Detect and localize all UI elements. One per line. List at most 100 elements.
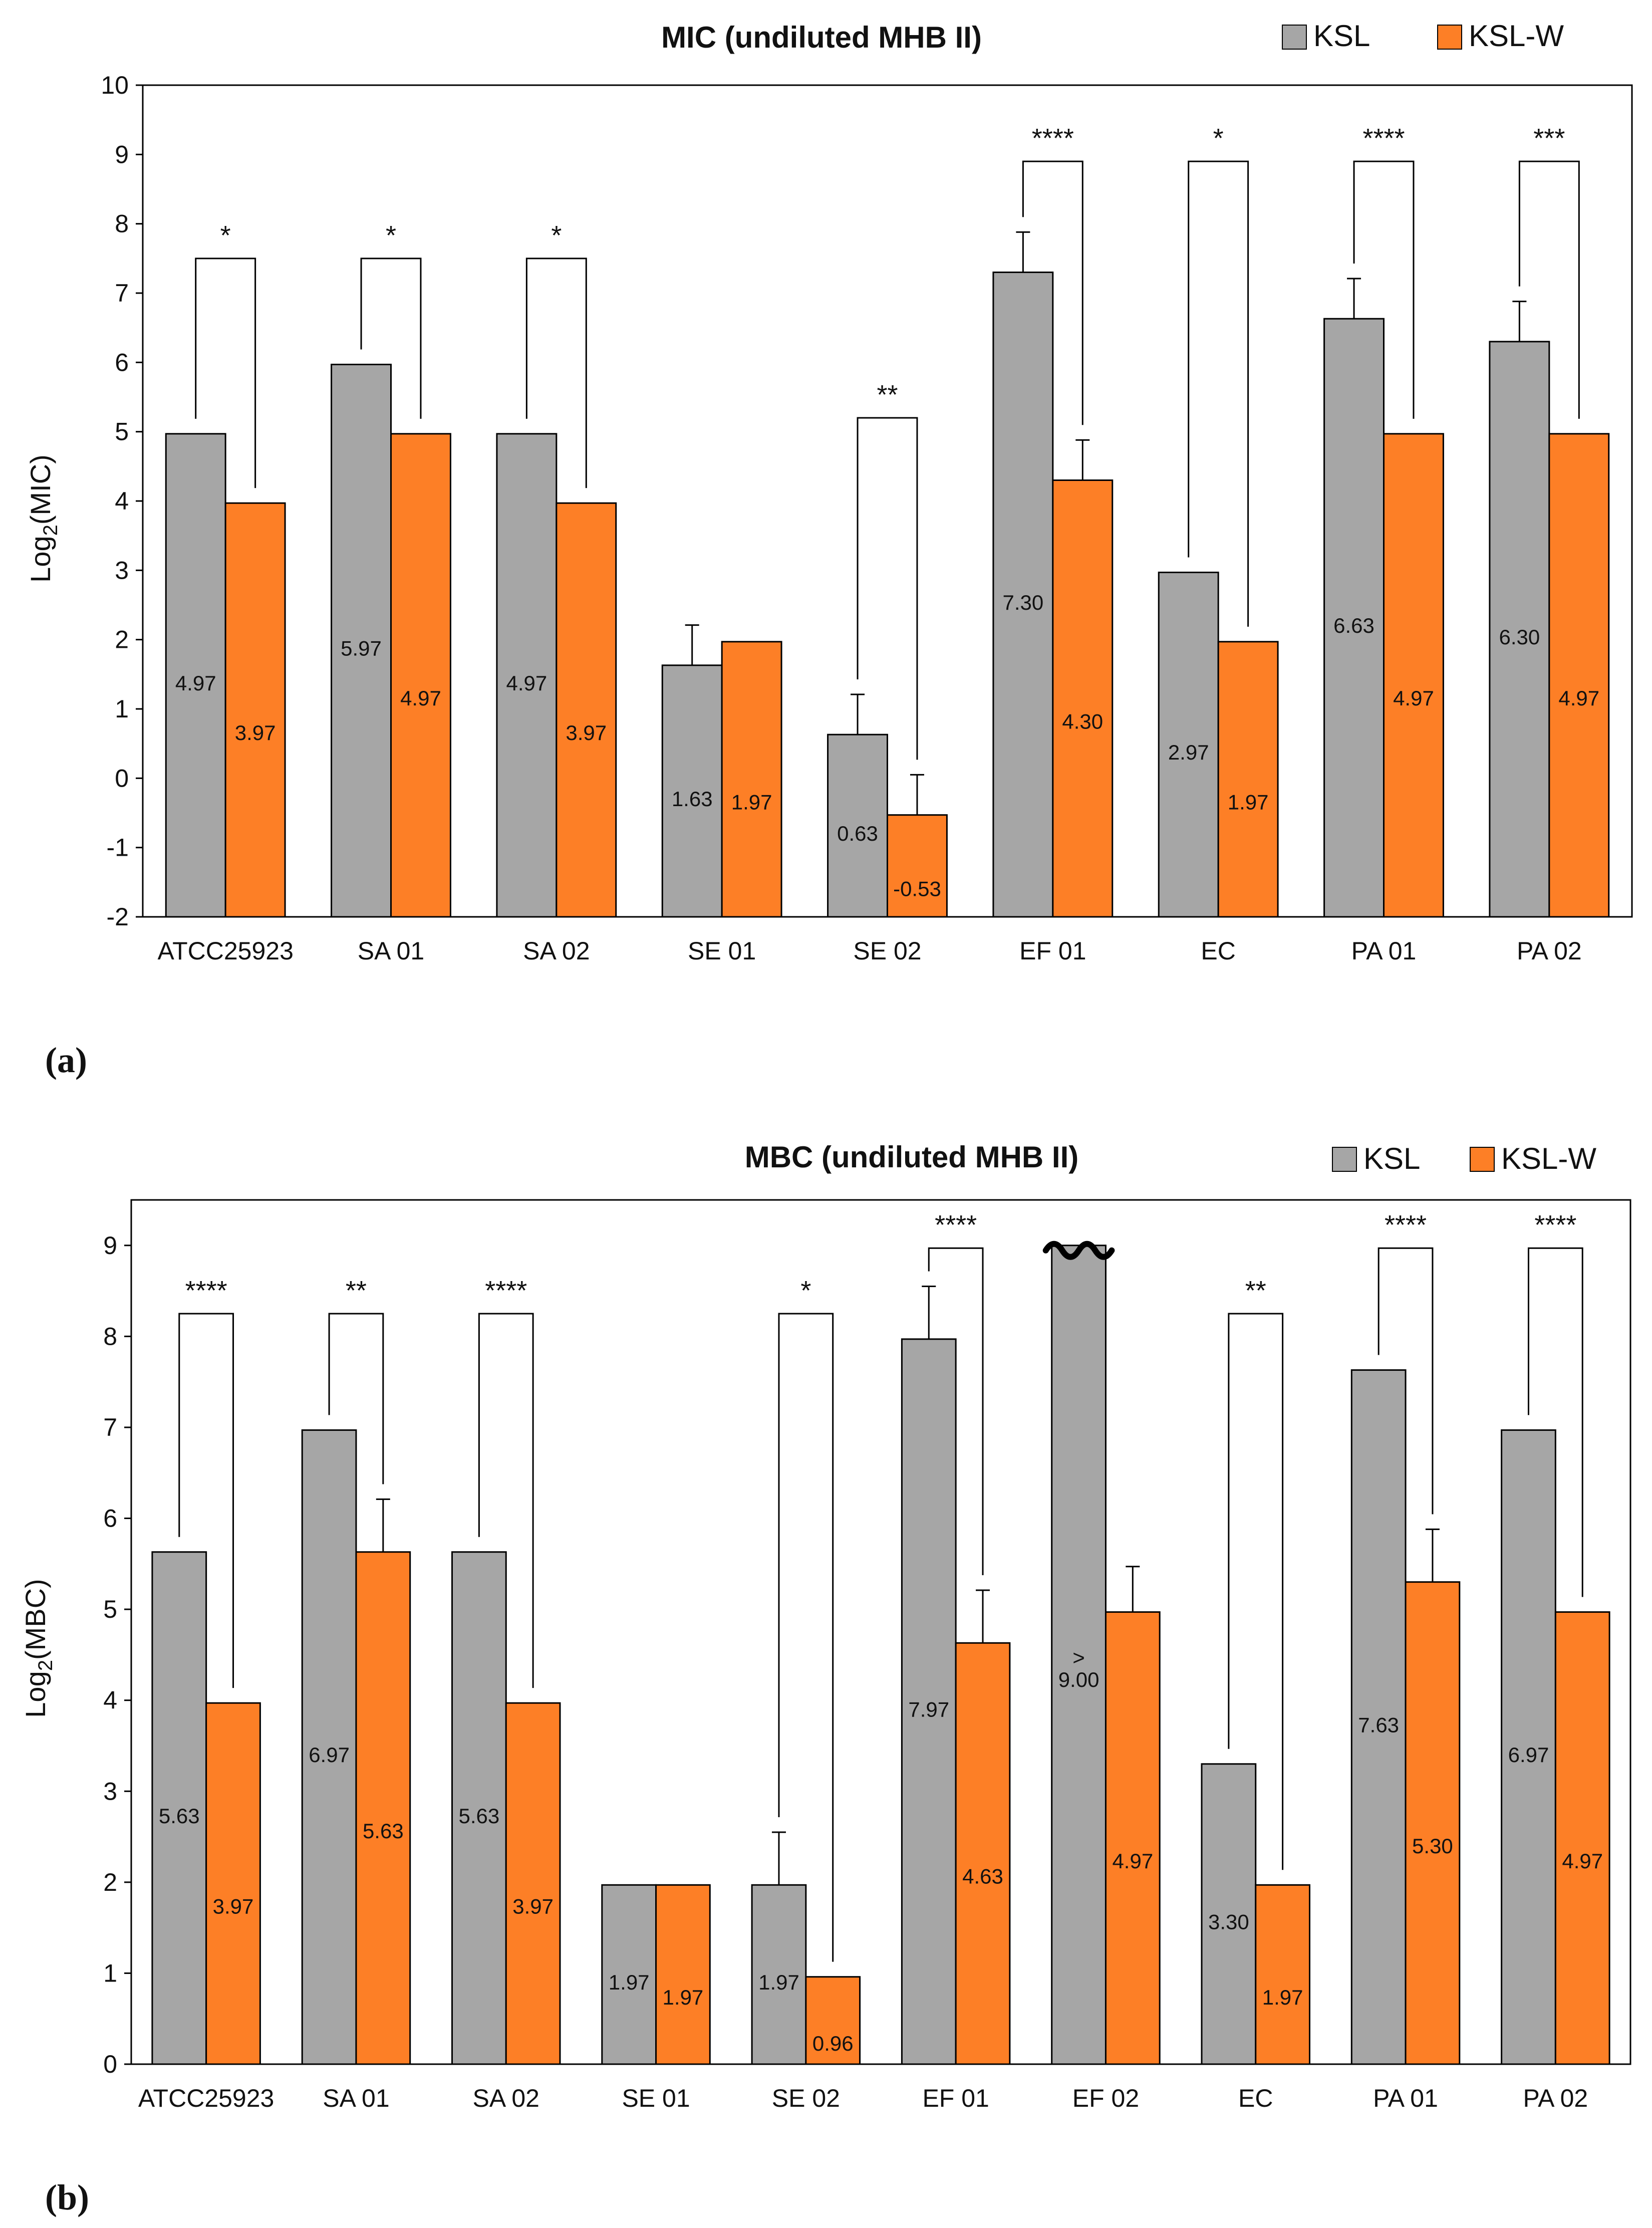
panel-b-legend-ksl-swatch xyxy=(1332,1147,1357,1172)
panel-a-bar-ksl xyxy=(496,433,558,918)
panel-a-bar-kslw xyxy=(721,641,782,918)
panel-b-bar-label: 5.63 xyxy=(459,1804,500,1828)
panel-b-ytick-label: 7 xyxy=(103,1413,117,1441)
panel-a-ytick-label: 6 xyxy=(115,348,129,376)
panel-a-legend-ksl: KSL xyxy=(1313,19,1370,53)
panel-a-bar-label: 6.30 xyxy=(1499,625,1540,649)
panel-a-bar-ksl xyxy=(165,433,226,918)
panel-b-bar-kslw xyxy=(1554,1611,1610,2065)
panel-b-category-label: SA 02 xyxy=(473,2084,539,2112)
panel-a-bar-label: 1.97 xyxy=(1228,790,1269,814)
panel-b-bar-kslw xyxy=(355,1551,411,2065)
panel-a-category-label: SE 02 xyxy=(853,937,921,965)
panel-b-bar-label: 1.97 xyxy=(1262,1986,1303,2009)
panel-b-significance-bracket xyxy=(1378,1247,1434,1515)
panel-a-bar-label: 7.30 xyxy=(1002,591,1043,614)
panel-b-significance-stars: **** xyxy=(185,1276,227,1306)
panel-b-category-label: SE 02 xyxy=(772,2084,840,2112)
panel-b-significance-bracket xyxy=(1527,1247,1583,1597)
panel-b-bar-kslw xyxy=(505,1702,561,2065)
panel-b-ytick-label: 6 xyxy=(103,1505,117,1533)
panel-a-ytick-label: -1 xyxy=(107,834,129,862)
panel-b-bar-label: 3.97 xyxy=(512,1895,554,1918)
panel-a-significance-stars: * xyxy=(386,220,396,251)
panel-b-bar-label: 5.30 xyxy=(1412,1834,1453,1858)
panel-b-plot-frame xyxy=(130,1199,1631,2065)
panel-b-bar-label: 1.97 xyxy=(663,1986,704,2009)
panel-b-category-label: PA 01 xyxy=(1373,2084,1438,2112)
panel-a-bar-ksl xyxy=(1158,571,1219,918)
panel-a-bar-label: 2.97 xyxy=(1168,740,1209,764)
panel-b-significance-stars: **** xyxy=(935,1210,977,1240)
panel-b-significance-stars: * xyxy=(800,1276,811,1306)
panel-a-bar-kslw xyxy=(1383,433,1444,918)
panel-b-bar-label: 6.97 xyxy=(1508,1743,1549,1767)
panel-b-significance-stars: **** xyxy=(1534,1210,1576,1240)
panel-a-bar-kslw xyxy=(887,814,948,918)
panel-a-bar-kslw xyxy=(1052,479,1114,918)
panel-a-significance-stars: ** xyxy=(877,380,898,410)
panel-a-category-label: SE 01 xyxy=(688,937,756,965)
panel-a-title: MIC (undiluted MHB II) xyxy=(661,21,982,54)
panel-a-ytick-label: 8 xyxy=(115,210,129,238)
panel-a-significance-bracket xyxy=(195,258,256,488)
panel-b-bar-kslw xyxy=(1405,1581,1461,2065)
panel-b-significance-stars: **** xyxy=(485,1276,527,1306)
panel-b-ytick-label: 9 xyxy=(103,1231,117,1260)
panel-a-ytick-label: 0 xyxy=(115,764,129,792)
panel-a-bar-label: 4.97 xyxy=(1393,686,1434,710)
panel-a-ytick-label: 2 xyxy=(115,626,129,654)
panel-b-ytick-label: 2 xyxy=(103,1868,117,1896)
panel-a-category-label: SA 01 xyxy=(358,937,424,965)
panel-b-bar-label: 4.97 xyxy=(1112,1849,1153,1873)
panel-b-significance-bracket xyxy=(778,1313,834,1962)
panel-b-title: MBC (undiluted MHB II) xyxy=(745,1140,1079,1174)
panel-b-significance-bracket xyxy=(328,1313,384,1484)
panel-a-significance-stars: * xyxy=(551,220,562,251)
panel-a-significance-stars: * xyxy=(1213,123,1224,153)
panel-a-bar-ksl xyxy=(661,664,723,918)
panel-b: MBC (undiluted MHB II) KSL KSL-W Log2(MB… xyxy=(20,1140,1631,2217)
panel-a-bar-ksl xyxy=(992,272,1054,918)
panel-b-bar-label: 5.63 xyxy=(363,1819,404,1843)
panel-a-legend-ksl-swatch xyxy=(1282,25,1307,50)
panel-b-significance-stars: ** xyxy=(1245,1276,1266,1306)
panel-b-bar-label: 0.96 xyxy=(812,2032,854,2055)
panel-a-bar-kslw xyxy=(1217,641,1279,918)
panel-a-bar-label: 1.63 xyxy=(672,787,713,811)
panel-a-significance-bracket xyxy=(1188,160,1249,627)
panel-b-category-label: EF 02 xyxy=(1072,2084,1139,2112)
panel-a-legend-kslw: KSL-W xyxy=(1469,19,1564,53)
panel-a-bar-ksl xyxy=(1489,341,1550,918)
panel-a-plot: -2 -1 0 1 2 3 4 5 6 7 8 9 10 ATCC25923 SA 01 SA 02 SE 01… xyxy=(101,71,1633,965)
panel-a-category-label: EF 01 xyxy=(1019,937,1086,965)
panel-b-ytick-label: 1 xyxy=(103,1959,117,1987)
panel-b-bar-label: > xyxy=(1072,1646,1085,1669)
panel-a-significance-bracket xyxy=(1518,160,1580,419)
panel-b-bar-kslw xyxy=(805,1976,861,2065)
panel-b-plot: 0 1 2 3 4 5 6 7 8 9 ATCC25923 SA 01 SA 02 SE 01 SE 02 E… xyxy=(103,1199,1631,2112)
panel-b-ytick-label: 5 xyxy=(103,1595,117,1623)
panel-a-ytick-label: 1 xyxy=(115,695,129,723)
panel-a-bar-kslw xyxy=(224,502,286,918)
panel-a-bar-ksl xyxy=(331,363,392,918)
panel-b-bar-label: 1.97 xyxy=(758,1970,799,1994)
panel-b-bar-kslw xyxy=(1105,1611,1161,2065)
panel-a-bar-label: 3.97 xyxy=(566,721,607,745)
panel-b-significance-stars: ** xyxy=(346,1276,367,1306)
panel-b-bar-ksl xyxy=(601,1884,657,2065)
panel-a-significance-bracket xyxy=(1353,160,1415,419)
panel-b-significance-stars: **** xyxy=(1385,1210,1427,1240)
panel-b-legend-kslw-swatch xyxy=(1470,1147,1495,1172)
panel-b-category-label: PA 02 xyxy=(1523,2084,1588,2112)
panel-a-bar-label: 4.97 xyxy=(400,686,441,710)
panel-a-significance-stars: **** xyxy=(1032,123,1074,153)
panel-a-significance-stars: *** xyxy=(1533,123,1565,153)
panel-b-bar-kslw xyxy=(955,1642,1011,2065)
panel-b-bar-kslw xyxy=(655,1884,711,2065)
panel-a-bar-label: 4.97 xyxy=(175,671,216,695)
panel-b-bar-kslw xyxy=(205,1702,261,2065)
panel-a-category-label: PA 02 xyxy=(1517,937,1582,965)
panel-b-significance-bracket xyxy=(928,1247,984,1575)
panel-a-label: (a) xyxy=(45,1040,87,1080)
